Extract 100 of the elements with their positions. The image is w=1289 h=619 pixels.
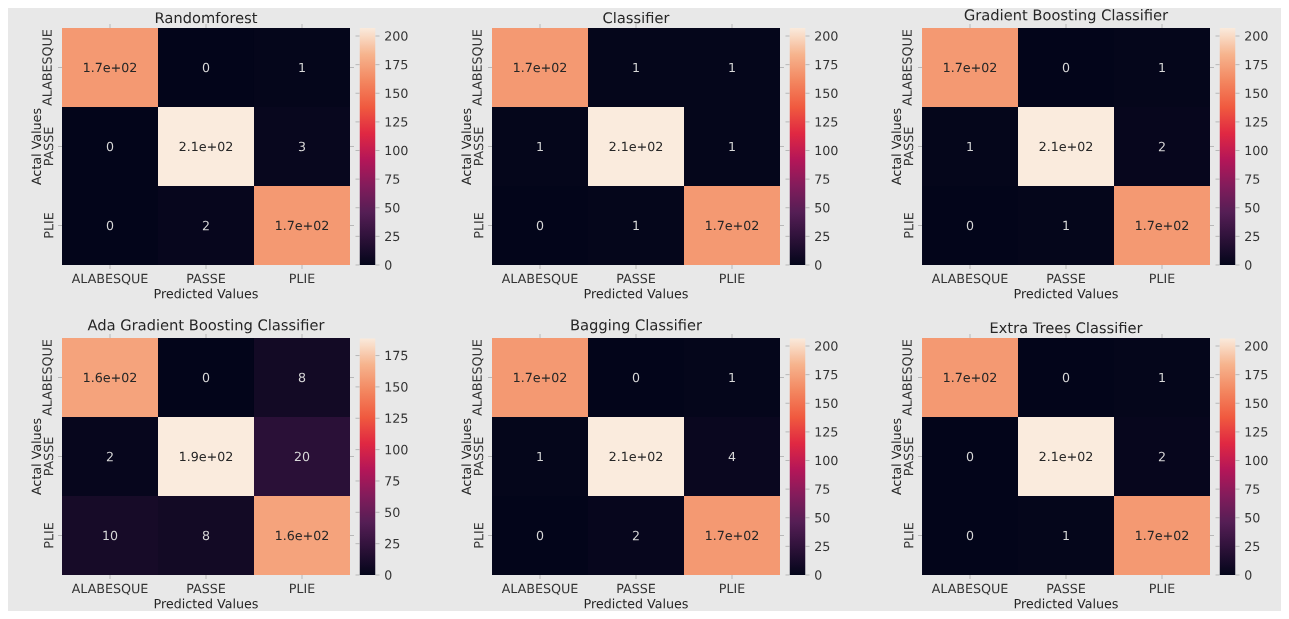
color-bar-label: 25 xyxy=(815,541,830,552)
x-tick-label: ALABESQUE xyxy=(501,273,578,285)
y-tick-label: ALABESQUE xyxy=(42,340,54,416)
x-axis-title: Predicted Values xyxy=(154,288,258,299)
y-axis-title: Actal Values xyxy=(461,108,472,185)
color-bar-label: 0 xyxy=(1245,570,1252,580)
y-tick-label: PLIE xyxy=(904,213,914,238)
x-tick-label: ALABESQUE xyxy=(501,583,578,595)
y-tick-label: PASSE xyxy=(43,127,54,166)
data-label: 3 xyxy=(298,141,306,152)
color-bar-label: 100 xyxy=(1245,455,1268,466)
data-label: 1.6e+02 xyxy=(84,372,137,383)
color-bar-label: 75 xyxy=(385,174,400,184)
x-tick-label: PASSE xyxy=(617,273,655,284)
data-label: 2.1e+02 xyxy=(1039,451,1093,462)
y-tick-label: PASSE xyxy=(903,127,914,166)
x-tick-label: ALABESQUE xyxy=(71,273,148,285)
y-tick-label: ALABESQUE xyxy=(42,30,54,106)
data-label: 1.7e+02 xyxy=(944,62,997,73)
data-label: 1 xyxy=(299,62,305,73)
y-axis-title: Actal Values xyxy=(31,108,42,185)
y-tick-label: PLIE xyxy=(474,213,484,238)
color-bar-label: 100 xyxy=(385,145,408,156)
data-label: 0 xyxy=(632,372,640,383)
color-bar-label: 100 xyxy=(815,455,838,466)
data-label: 0 xyxy=(536,530,544,541)
data-label: 2 xyxy=(632,530,639,541)
data-label: 1.7e+02 xyxy=(944,372,997,383)
color-bar-label: 150 xyxy=(815,88,838,99)
color-bar-label: 150 xyxy=(815,398,838,409)
x-axis-title: Predicted Values xyxy=(584,288,688,299)
color-bar-label: 200 xyxy=(1245,341,1268,351)
color-bar-label: 75 xyxy=(1245,174,1260,184)
color-bar-label: 25 xyxy=(385,231,400,242)
y-tick-label: PLIE xyxy=(474,523,484,548)
color-bar-label: 200 xyxy=(815,31,838,41)
data-label: 2.1e+02 xyxy=(609,141,663,152)
color-bar-label: 175 xyxy=(385,350,408,361)
color-bar-label: 200 xyxy=(1245,31,1268,41)
color-bar-label: 0 xyxy=(815,260,822,270)
color-bar-label: 75 xyxy=(1245,484,1260,494)
x-tick-label: PLIE xyxy=(290,273,315,283)
y-tick-label: PLIE xyxy=(904,523,914,548)
color-bar-label: 150 xyxy=(1245,88,1268,99)
y-tick-label: PLIE xyxy=(44,523,54,548)
x-axis-title: Predicted Values xyxy=(584,598,688,609)
y-tick-label: ALABESQUE xyxy=(472,30,484,106)
data-label: 8 xyxy=(202,530,210,541)
data-label: 8 xyxy=(298,372,306,383)
data-label: 2 xyxy=(1158,451,1165,462)
y-tick-label: PASSE xyxy=(903,437,914,476)
data-label: 1.7e+02 xyxy=(1136,220,1189,231)
y-tick-label: PASSE xyxy=(473,127,484,166)
y-axis-title: Actal Values xyxy=(31,418,42,495)
color-bar-label: 125 xyxy=(815,117,838,127)
color-bar-label: 150 xyxy=(385,382,408,392)
x-tick-label: PASSE xyxy=(1047,583,1085,594)
x-tick-label: ALABESQUE xyxy=(931,273,1008,285)
data-label: 0 xyxy=(1062,372,1070,383)
data-label: 1 xyxy=(1063,220,1069,231)
x-tick-label: PLIE xyxy=(1150,583,1175,593)
data-label: 0 xyxy=(106,141,114,152)
color-bar-label: 100 xyxy=(1245,145,1268,156)
data-label: 0 xyxy=(536,220,544,231)
data-label: 1 xyxy=(1063,530,1069,541)
color-bar-label: 50 xyxy=(815,512,830,523)
chart-title: Extra Trees Classifier xyxy=(990,321,1143,334)
color-bar-label: 100 xyxy=(385,444,408,455)
data-label: 0 xyxy=(202,62,210,73)
chart-title: Gradient Boosting Classifier xyxy=(964,9,1169,24)
data-label: 1 xyxy=(633,62,639,73)
color-bar-label: 50 xyxy=(385,202,400,213)
color-bar-label: 25 xyxy=(1245,231,1260,242)
data-label: 4 xyxy=(728,451,736,462)
color-bar-label: 0 xyxy=(385,570,392,580)
data-label: 1.7e+02 xyxy=(84,62,137,73)
data-label: 0 xyxy=(106,220,114,231)
x-tick-label: PLIE xyxy=(290,583,315,593)
color-bar-label: 125 xyxy=(815,427,838,437)
color-bar-label: 25 xyxy=(1245,541,1260,552)
data-label: 0 xyxy=(202,372,210,383)
color-bar-label: 125 xyxy=(385,413,408,424)
data-label: 1 xyxy=(1159,62,1165,73)
data-label: 2.1e+02 xyxy=(179,141,233,152)
x-tick-label: PASSE xyxy=(187,273,225,284)
data-label: 2 xyxy=(202,220,209,231)
color-bar-label: 50 xyxy=(385,507,400,518)
color-bar-label: 25 xyxy=(385,538,400,549)
x-axis-title: Predicted Values xyxy=(154,598,258,609)
color-bar-label: 175 xyxy=(815,59,838,70)
data-label: 1 xyxy=(537,141,543,152)
x-tick-label: PASSE xyxy=(1047,273,1085,284)
color-bar-label: 0 xyxy=(385,260,392,270)
color-bar-label: 50 xyxy=(1245,512,1260,523)
data-label: 1.7e+02 xyxy=(276,220,329,231)
x-tick-label: ALABESQUE xyxy=(71,583,148,595)
color-bar-label: 150 xyxy=(385,88,408,99)
y-tick-label: ALABESQUE xyxy=(472,340,484,416)
y-tick-label: PASSE xyxy=(473,437,484,476)
data-label: 2.1e+02 xyxy=(1039,141,1093,152)
